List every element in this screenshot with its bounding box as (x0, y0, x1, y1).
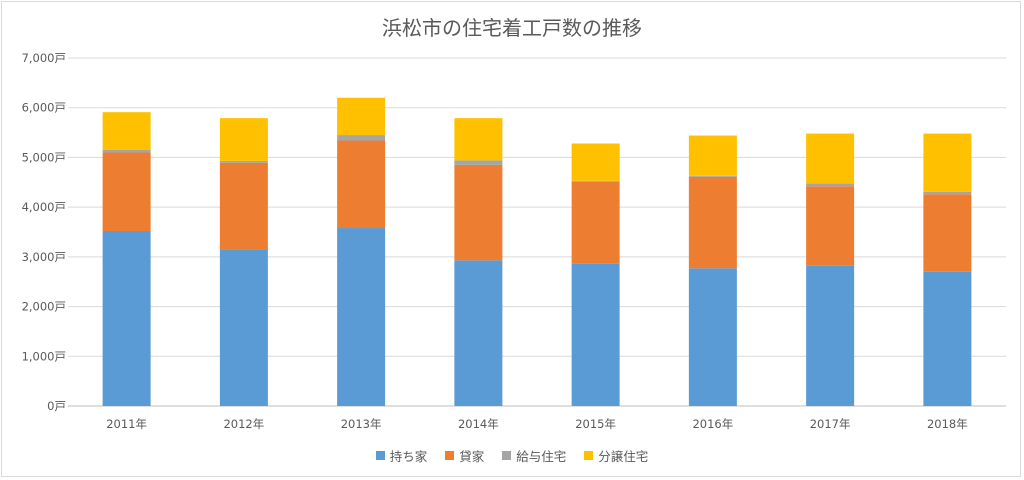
y-tick-label: 1,000戸 (22, 349, 66, 363)
legend-swatch (584, 451, 594, 460)
legend-swatch (375, 451, 385, 460)
x-tick-label: 2011年 (106, 417, 147, 431)
legend-label: 給与住宅 (516, 449, 567, 464)
y-tick-label: 5,000戸 (22, 150, 66, 164)
bar-segment (337, 135, 386, 141)
legend-swatch (445, 451, 455, 460)
legend-item-mochiie: 持ち家 (375, 446, 428, 465)
bar-segment (102, 231, 151, 406)
bar-segment (571, 181, 620, 264)
y-tick-label: 6,000戸 (22, 101, 66, 115)
bar-segment (688, 175, 737, 177)
legend-label: 分譲住宅 (598, 449, 649, 464)
bar-segment (688, 176, 737, 269)
y-tick-label: 0戸 (47, 399, 66, 413)
legend-label: 持ち家 (389, 449, 428, 464)
legend-swatch (502, 451, 512, 460)
bar-segment (219, 160, 268, 163)
y-tick-label: 4,000戸 (22, 200, 66, 214)
chart-legend: 持ち家 貸家 給与住宅 分譲住宅 (0, 446, 1024, 465)
bar-segment (454, 164, 503, 261)
bar-segment (806, 133, 855, 184)
legend-item-bunjo: 分譲住宅 (584, 446, 648, 465)
bar-segment (454, 260, 503, 406)
legend-label: 貸家 (459, 449, 485, 464)
bar-segment (923, 194, 972, 272)
x-tick-label: 2018年 (927, 417, 968, 431)
x-tick-label: 2017年 (810, 417, 851, 431)
bar-segment (337, 228, 386, 406)
x-tick-label: 2015年 (575, 417, 616, 431)
bar-segment (688, 135, 737, 176)
bar-segment (923, 191, 972, 195)
y-tick-label: 3,000戸 (22, 250, 66, 264)
bar-segment (219, 162, 268, 250)
bar-segment (806, 183, 855, 187)
x-tick-label: 2013年 (341, 417, 382, 431)
x-tick-label: 2012年 (223, 417, 264, 431)
bar-segment (806, 186, 855, 266)
bar-segment (219, 249, 268, 406)
bar-segment (102, 152, 151, 232)
bar-segment (102, 112, 151, 150)
bar-segment (337, 97, 386, 136)
x-tick-label: 2016年 (692, 417, 733, 431)
bar-segment (923, 271, 972, 406)
bar-segment (337, 140, 386, 229)
bar-segment (219, 118, 268, 161)
legend-item-kyuyo: 給与住宅 (502, 446, 566, 465)
bar-segment (102, 149, 151, 153)
bar-segment (806, 265, 855, 406)
x-tick-label: 2014年 (458, 417, 499, 431)
bar-segment (571, 180, 620, 182)
y-tick-label: 2,000戸 (22, 300, 66, 314)
bar-segment (688, 268, 737, 406)
chart-title: 浜松市の住宅着工戸数の推移 (382, 16, 642, 40)
bar-segment (571, 143, 620, 181)
legend-item-kashiya: 貸家 (445, 446, 484, 465)
y-tick-label: 7,000戸 (22, 51, 66, 65)
bar-segment (454, 160, 503, 165)
bar-segment (923, 133, 972, 192)
bar-segment (571, 263, 620, 406)
bar-segment (454, 118, 503, 161)
